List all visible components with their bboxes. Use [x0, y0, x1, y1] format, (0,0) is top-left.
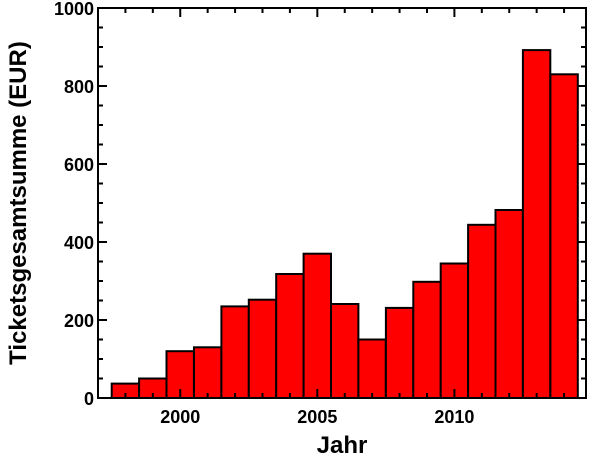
y-tick-label-0: 0	[84, 389, 94, 409]
bars-group	[110, 49, 579, 400]
bar-2004	[275, 273, 305, 399]
plot-frame	[97, 7, 587, 399]
bar-2005	[302, 252, 333, 399]
bar-2012	[494, 209, 524, 399]
x-tick-label-2005: 2005	[297, 407, 337, 427]
bar-2014	[549, 73, 579, 400]
bar-2002	[220, 305, 250, 399]
bar-2010	[439, 262, 470, 399]
y-axis-title: Ticketsgesamtsumme (EUR)	[5, 41, 32, 365]
y-tick-label-800: 800	[64, 77, 94, 97]
bar-2008	[384, 306, 415, 399]
bar-2007	[357, 338, 387, 399]
y-tick-label-200: 200	[64, 311, 94, 331]
x-tick-label-2000: 2000	[160, 407, 200, 427]
bar-2001	[193, 346, 223, 399]
bar-2013	[521, 49, 552, 399]
x-axis-title: Jahr	[317, 432, 368, 457]
bar-2003	[247, 298, 278, 400]
bar-2011	[467, 223, 497, 399]
y-tick-label-600: 600	[64, 155, 94, 175]
x-tick-label-2010: 2010	[434, 407, 474, 427]
y-tick-label-1000: 1000	[54, 0, 94, 19]
bar-2006	[330, 303, 360, 399]
y-tick-label-400: 400	[64, 233, 94, 253]
bar-2009	[412, 280, 442, 399]
